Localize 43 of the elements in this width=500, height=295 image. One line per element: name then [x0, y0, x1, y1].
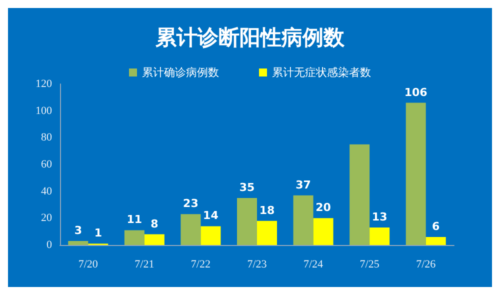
bar — [426, 236, 446, 245]
legend-label: 累计确诊病例数 — [142, 66, 219, 79]
data-label: 106 — [404, 86, 428, 99]
data-label: 23 — [183, 197, 198, 210]
y-tick-label: 60 — [41, 158, 52, 170]
x-tick-label: 7/25 — [360, 258, 380, 270]
data-label: 37 — [296, 178, 311, 192]
y-tick-label: 120 — [36, 78, 52, 90]
y-tick-label: 100 — [36, 104, 52, 117]
bar — [370, 228, 390, 245]
x-tick-label: 7/26 — [416, 258, 436, 270]
data-label: 20 — [316, 201, 332, 214]
x-tick-label: 7/22 — [190, 258, 210, 270]
data-label: 3 — [74, 224, 82, 237]
y-tick-label: 20 — [41, 212, 52, 224]
bar — [144, 234, 164, 245]
data-label: 6 — [432, 220, 440, 233]
legend-label: 累计无症状感染者数 — [272, 66, 371, 79]
bar — [68, 240, 88, 245]
x-tick-label: 7/20 — [78, 258, 98, 270]
x-tick-label: 7/21 — [134, 258, 154, 270]
bar — [293, 195, 314, 245]
y-tick-label: 40 — [41, 185, 52, 198]
data-label: 1 — [94, 226, 102, 240]
bar — [313, 218, 334, 245]
data-label: 18 — [259, 204, 275, 217]
x-tick-label: 7/24 — [304, 258, 324, 270]
data-label: 35 — [239, 181, 255, 194]
bar — [200, 226, 221, 245]
bar — [350, 144, 370, 245]
data-label: 13 — [372, 210, 388, 224]
bar — [237, 198, 257, 245]
chart-title: 累计诊断阳性病例数 — [154, 26, 346, 50]
data-label: 8 — [150, 217, 158, 230]
x-tick-label: 7/23 — [247, 258, 268, 270]
bar — [180, 214, 201, 245]
bar — [406, 102, 426, 245]
data-label: 11 — [126, 213, 142, 226]
bar — [124, 230, 144, 245]
data-label: 14 — [203, 209, 219, 222]
y-tick-label: 80 — [41, 132, 52, 144]
y-tick-label: 0 — [46, 239, 52, 251]
bar — [257, 220, 277, 245]
